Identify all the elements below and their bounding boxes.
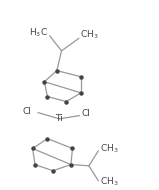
- Text: CH$_3$: CH$_3$: [100, 176, 118, 188]
- Text: Ti: Ti: [55, 114, 63, 123]
- Text: H$_3$C: H$_3$C: [29, 26, 48, 39]
- Text: CH$_3$: CH$_3$: [100, 143, 118, 155]
- Text: Cl: Cl: [81, 109, 90, 118]
- Text: CH$_3$: CH$_3$: [80, 28, 99, 41]
- Text: Cl: Cl: [23, 107, 32, 116]
